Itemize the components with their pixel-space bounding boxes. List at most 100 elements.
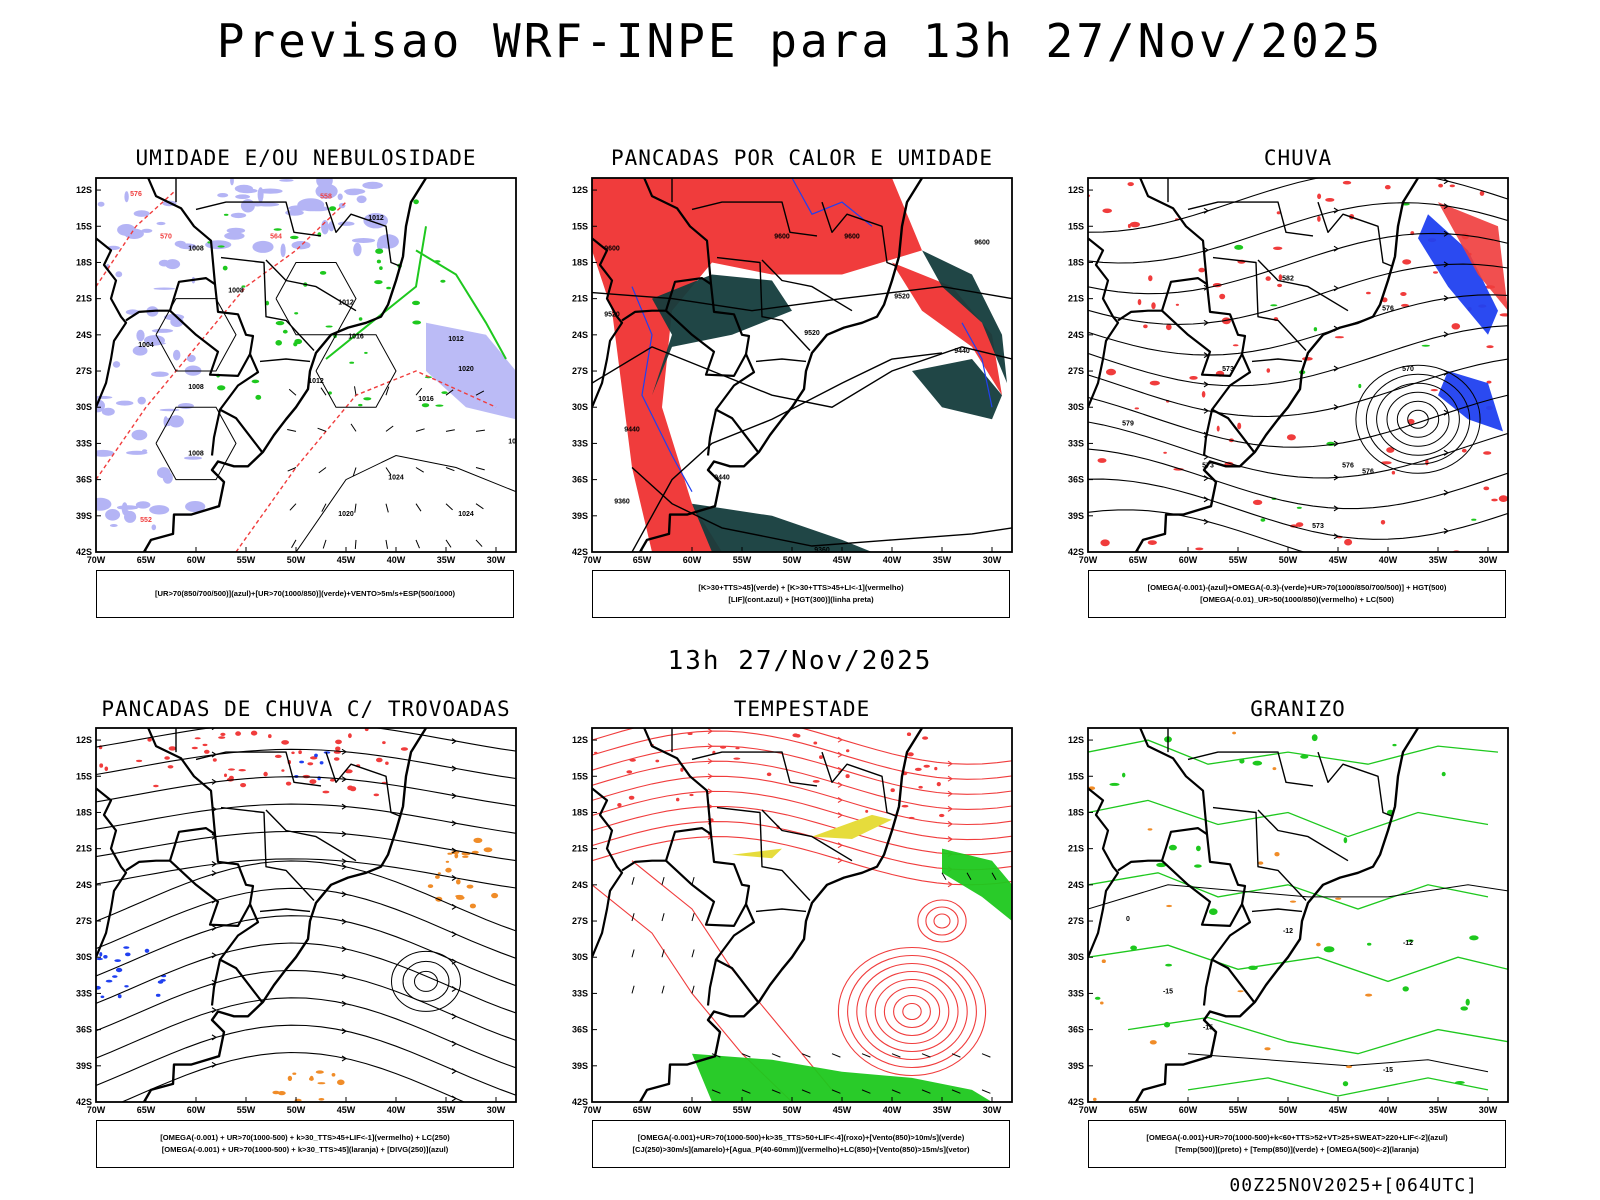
- omega500-orange-cell: [1272, 767, 1277, 771]
- omega-ur-red-cell: [1430, 389, 1438, 392]
- lon-label: 70W: [583, 1105, 602, 1115]
- omega-ur-red-cell: [1391, 470, 1396, 475]
- contour-label: 9520: [604, 312, 620, 319]
- wind-vector: [317, 427, 327, 432]
- jet-yellow: [812, 814, 892, 839]
- divg-blue-cell: [100, 995, 105, 999]
- lon-label: 60W: [683, 555, 702, 565]
- omega500-orange-cell: [1232, 731, 1236, 735]
- lat-label: 15S: [572, 771, 588, 781]
- streamline-arrow: [341, 748, 348, 755]
- lat-label: 42S: [1068, 1097, 1084, 1107]
- storms-red-cell: [136, 759, 143, 763]
- streamline-arrow: [947, 775, 954, 782]
- rh-low-levels-cell: [412, 300, 420, 306]
- rh-low-levels-cell: [275, 340, 282, 346]
- temp850-wiggles-cell: [1094, 996, 1101, 1000]
- streamline-arrow: [837, 857, 844, 864]
- country-border: [1202, 409, 1214, 456]
- storms-red-cell: [194, 737, 201, 740]
- state-border: [325, 201, 401, 267]
- state-border: [1251, 908, 1303, 913]
- temp500-contour: [1088, 884, 1508, 910]
- contour-label: 1012: [508, 438, 524, 445]
- storms-red-cell: [191, 746, 198, 750]
- omega-ur-red-cell: [1102, 208, 1112, 214]
- closed-contour: [1386, 391, 1450, 447]
- rh-mid-levels-cell: [136, 329, 145, 342]
- rh-mid-levels-north-cell: [235, 194, 251, 199]
- lat-label: 18S: [76, 807, 92, 817]
- storms-red-cell: [335, 746, 341, 752]
- lon-label: 55W: [733, 555, 752, 565]
- country-border: [1210, 353, 1255, 453]
- state-border: [755, 908, 807, 913]
- wind-vector: [921, 1053, 931, 1058]
- wind-vector: [981, 1053, 991, 1058]
- storms-red-cell: [224, 773, 227, 778]
- wind-vector: [385, 503, 389, 513]
- streamline-arrow: [1203, 381, 1210, 388]
- omega500-orange-cell: [1335, 897, 1342, 900]
- wind-vector: [475, 467, 485, 471]
- streamline-arrow: [1443, 449, 1450, 456]
- wind-vector: [861, 1053, 871, 1058]
- streamline-arrow: [1334, 172, 1338, 177]
- lat-label: 33S: [572, 988, 588, 998]
- rh-mid-levels-cell: [173, 349, 181, 361]
- omega-ur-red-cell: [1483, 486, 1490, 491]
- storms-red-cell: [167, 765, 174, 769]
- storms-orange-cell: [456, 879, 461, 885]
- lon-label: 55W: [1229, 1105, 1248, 1115]
- li-negative-ocean: [892, 262, 1002, 396]
- omega-ur-red-cell: [1289, 524, 1299, 528]
- coastline: [638, 178, 924, 552]
- lon-label: 70W: [1079, 1105, 1098, 1115]
- hgt300-contour: [631, 352, 943, 552]
- divg-blue-cell: [160, 979, 166, 982]
- rh-low-levels-cell: [435, 404, 444, 407]
- lat-label: 42S: [76, 1097, 92, 1107]
- water-red-cell: [845, 774, 850, 779]
- contour-label: 576: [1382, 306, 1394, 313]
- storms-orange-cell: [469, 903, 476, 909]
- wind-vector: [831, 1053, 841, 1058]
- wind-vector: [445, 429, 455, 432]
- omega500-orange-cell: [1166, 904, 1173, 908]
- streamline-arrow: [1203, 496, 1210, 503]
- state-border: [1187, 201, 1314, 237]
- state-border: [691, 751, 818, 787]
- divg-blue: [96, 946, 167, 999]
- omega-ur-red-cell: [1449, 184, 1455, 188]
- lif-contour: [631, 286, 693, 492]
- omega-ur-red-cell: [1106, 368, 1116, 376]
- contour-label: -12: [1403, 940, 1413, 947]
- lc250-streams: [96, 728, 516, 1102]
- rh-mid-levels-cell: [124, 191, 129, 203]
- wind-vector: [966, 872, 972, 880]
- water-red-cell: [626, 770, 633, 774]
- contour-label: 558: [320, 194, 332, 201]
- storms-orange-cell: [435, 875, 440, 879]
- rh-mid-levels-north-cell: [224, 232, 245, 240]
- lon-label: 30W: [1479, 555, 1498, 565]
- lat-label: 42S: [76, 547, 92, 557]
- isobar: [275, 262, 357, 336]
- lat-label: 21S: [1068, 844, 1084, 854]
- state-border: [259, 908, 311, 913]
- omega-ur-red-cell: [1127, 182, 1134, 187]
- wind-vector: [415, 539, 420, 549]
- divg-blue-cell: [99, 952, 103, 957]
- storms-orange-cell: [445, 867, 452, 873]
- legend-box: [OMEGA(-0.001)-(azul)+OMEGA(-0.3)-(verde…: [1088, 570, 1506, 618]
- streamline-arrow: [341, 946, 348, 952]
- rh-low-levels-cell: [440, 279, 446, 283]
- temp850-wiggles-cell: [1165, 963, 1172, 967]
- omega500-orange-cell: [1100, 1001, 1104, 1005]
- wind-vector: [661, 876, 665, 885]
- temp850-wiggles-cell: [1163, 1021, 1171, 1028]
- lon-label: 50W: [287, 555, 306, 565]
- temp850-wiggles-cell: [1465, 998, 1470, 1006]
- wind-vector: [771, 1053, 781, 1058]
- storms-red-cell: [333, 757, 340, 761]
